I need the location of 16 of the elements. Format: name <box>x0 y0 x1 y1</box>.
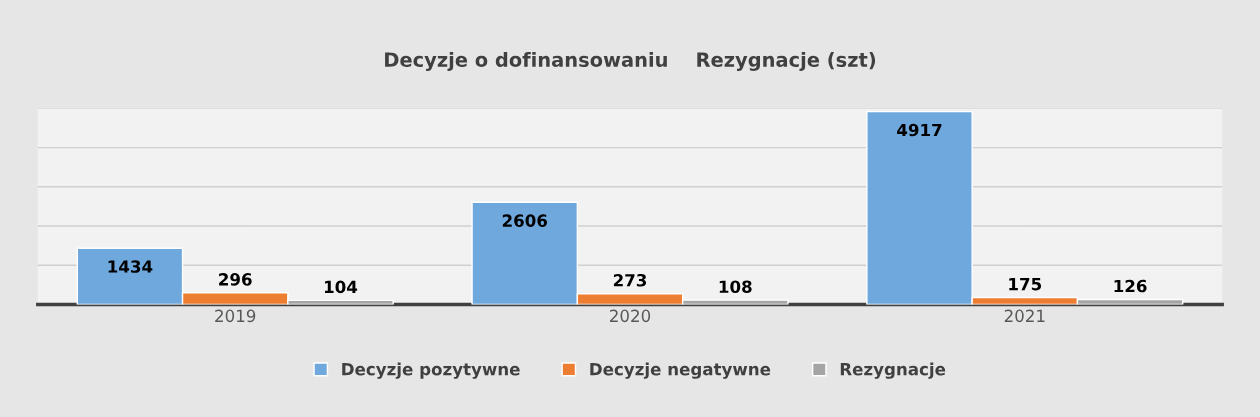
data-label: 1434 <box>108 260 153 273</box>
x-tick-label: 2019 <box>215 309 256 323</box>
x-tick-label: 2021 <box>1004 309 1045 323</box>
data-label: 4917 <box>897 123 942 137</box>
data-label: 2606 <box>502 214 548 227</box>
data-label: 273 <box>613 273 647 287</box>
legend-label: Rezygnacje <box>840 362 946 379</box>
data-label: 126 <box>1114 279 1147 293</box>
x-tick-label: 2020 <box>610 309 651 323</box>
chart-title: Decyzje o dofinansowaniu Rezygnacje (szt) <box>385 51 876 71</box>
data-label: 104 <box>324 280 358 294</box>
data-label: 108 <box>719 280 752 294</box>
legend-label: Decyzje pozytywne <box>342 362 520 379</box>
data-label: 296 <box>219 273 252 286</box>
legend-label: Decyzje negatywne <box>590 362 771 379</box>
data-label: 175 <box>1009 278 1042 291</box>
